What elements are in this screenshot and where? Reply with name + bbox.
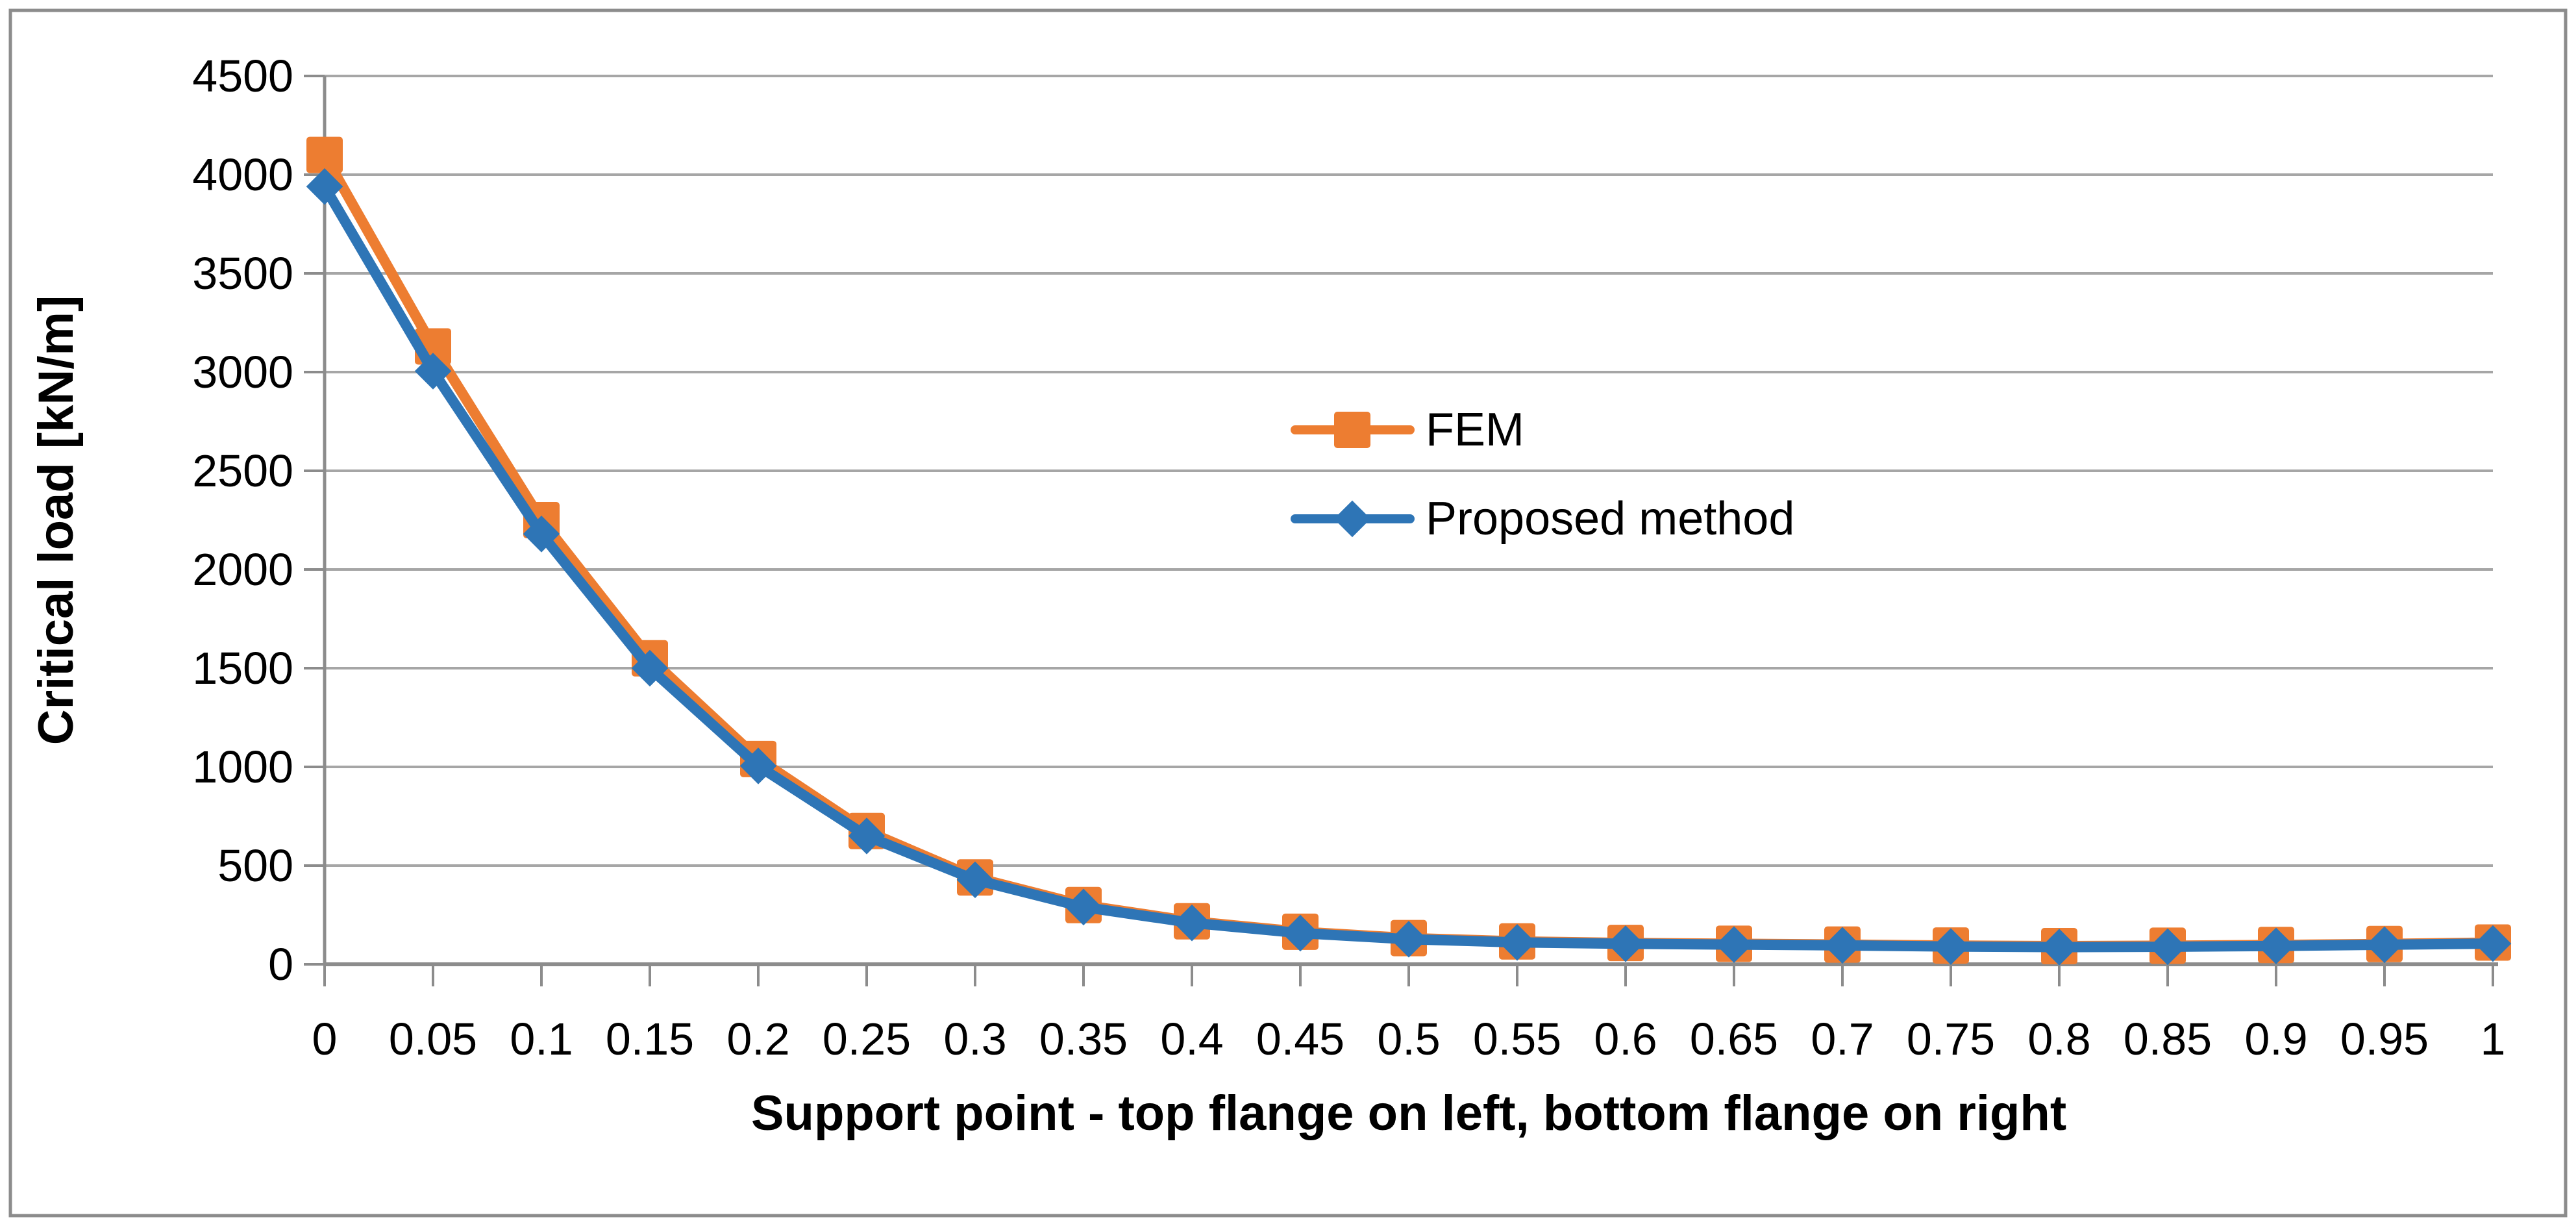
proposed-marker	[1824, 927, 1861, 964]
proposed-marker	[1282, 914, 1319, 952]
tick-marks	[304, 75, 2494, 986]
legend: FEM Proposed method	[1291, 404, 1794, 545]
x-tick-label: 1	[2481, 1014, 2506, 1064]
proposed-marker	[1173, 904, 1211, 942]
proposed-marker	[523, 515, 560, 553]
axes	[323, 76, 2498, 966]
x-tick-label: 0.45	[1256, 1014, 1344, 1064]
proposed-marker	[1065, 888, 1102, 926]
x-tick-label: 0.55	[1473, 1014, 1561, 1064]
proposed-marker	[1932, 928, 1970, 965]
x-tick-label: 0	[312, 1014, 338, 1064]
legend-proposed-diamond-icon	[1333, 500, 1371, 538]
y-tick-label: 2000	[192, 544, 293, 595]
x-tick-label: 0.65	[1690, 1014, 1778, 1064]
proposed-marker	[1390, 921, 1428, 958]
x-tick-label: 0.2	[726, 1014, 789, 1064]
proposed-marker	[2040, 929, 2078, 966]
y-tick-label: 0	[268, 939, 293, 990]
tick-labels: 0 500 1000 1500 2000 2500 3000 3500 4000 4500 0 0.0…	[192, 51, 2505, 1064]
x-tick-label: 0.35	[1039, 1014, 1128, 1064]
fem-marker	[306, 136, 343, 173]
proposed-marker	[739, 747, 777, 784]
y-tick-label: 500	[217, 840, 293, 891]
x-tick-label: 0.05	[389, 1014, 477, 1064]
chart-border	[8, 8, 2568, 1218]
x-tick-label: 0.8	[2027, 1014, 2090, 1064]
proposed-marker	[2257, 927, 2295, 965]
x-tick-label: 0.25	[823, 1014, 911, 1064]
legend-item-proposed: Proposed method	[1291, 493, 1794, 545]
y-tick-label: 3500	[192, 248, 293, 299]
y-tick-label: 2500	[192, 445, 293, 496]
y-tick-label: 4000	[192, 149, 293, 200]
x-tick-label: 0.85	[2124, 1014, 2212, 1064]
legend-item-fem: FEM	[1291, 404, 1524, 456]
x-tick-label: 0.1	[510, 1014, 573, 1064]
proposed-marker	[848, 818, 886, 855]
proposed-marker	[414, 353, 452, 390]
x-tick-label: 0.3	[943, 1014, 1006, 1064]
x-axis-title: Support point - top flange on left, bott…	[751, 1086, 2066, 1141]
proposed-marker	[2366, 926, 2403, 964]
proposed-marker	[2149, 928, 2186, 966]
y-axis-title: Critical load [kN/m]	[29, 295, 84, 745]
x-tick-label: 0.9	[2244, 1014, 2307, 1064]
x-tick-label: 0.15	[606, 1014, 694, 1064]
gridlines	[325, 75, 2493, 867]
proposed-marker	[2474, 925, 2512, 962]
x-tick-label: 0.5	[1377, 1014, 1440, 1064]
x-tick-label: 0.4	[1160, 1014, 1223, 1064]
legend-fem-label: FEM	[1426, 404, 1524, 456]
y-tick-label: 1500	[192, 643, 293, 694]
proposed-marker	[1498, 923, 1536, 961]
legend-proposed-label: Proposed method	[1426, 493, 1794, 545]
legend-fem-square-icon	[1334, 412, 1370, 448]
x-tick-label: 0.6	[1594, 1014, 1657, 1064]
proposed-marker	[631, 649, 669, 687]
x-tick-label: 0.7	[1811, 1014, 1874, 1064]
y-tick-label: 4500	[192, 51, 293, 101]
proposed-marker	[956, 861, 994, 899]
proposed-marker	[1607, 925, 1644, 962]
y-tick-label: 1000	[192, 742, 293, 792]
y-tick-label: 3000	[192, 347, 293, 397]
proposed-marker	[1715, 926, 1753, 963]
x-tick-label: 0.75	[1907, 1014, 1995, 1064]
x-tick-label: 0.95	[2340, 1014, 2429, 1064]
